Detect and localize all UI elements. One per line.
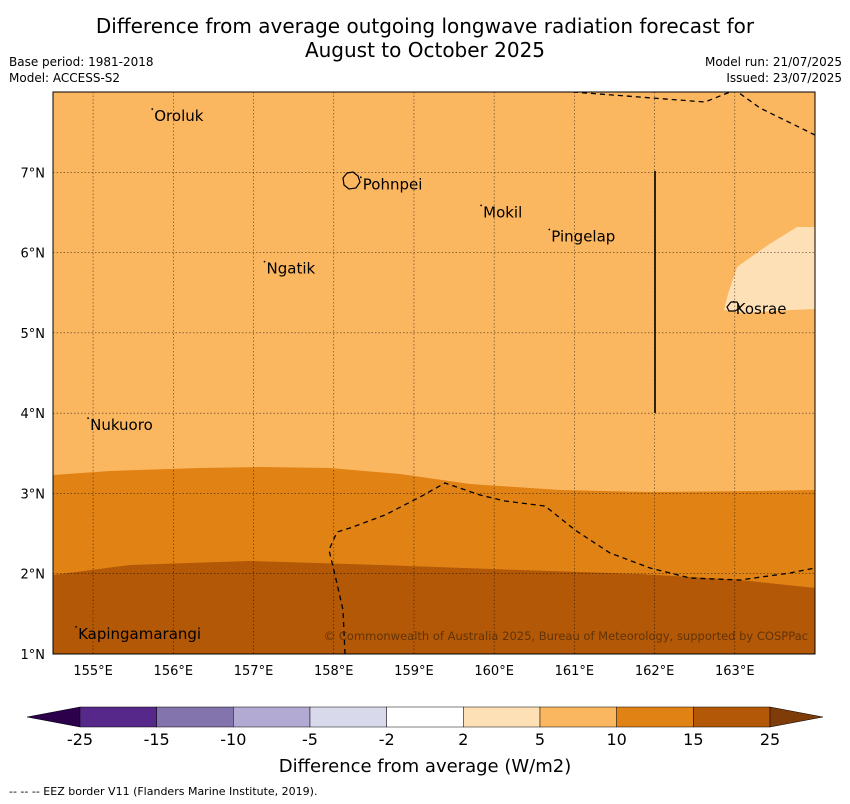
x-tick-label: 162°E [635,664,675,679]
colorbar-tick-labels: -25 -15 -10 -5 -2 2 5 10 15 25 [67,730,780,749]
place-marker [87,417,89,420]
colorbar-over-arrow [769,706,824,728]
y-tick-label: 2°N [21,568,46,583]
x-tick-label: 156°E [154,664,194,679]
x-axis-ticks: 155°E 156°E 157°E 158°E 159°E 160°E 161°E 162°E… [73,664,754,679]
y-tick-label: 1°N [21,648,46,663]
y-tick-label: 3°N [21,487,46,502]
band-15-25 [53,561,815,654]
copyright-notice: © Commonwealth of Australia 2025, Bureau… [324,629,808,643]
place-marker [151,108,154,110]
colorbar-label: Difference from average (W/m2) [279,756,571,777]
place-marker [75,626,77,628]
band-2-5-kosrae [724,227,815,313]
colorbar: -25 -15 -10 -5 -2 2 5 10 15 25 Difference from av… [26,706,824,777]
place-label: Pingelap [551,228,615,246]
place-label: Kapingamarangi [78,625,201,643]
place-label: Pohnpei [363,175,423,193]
colorbar-boxes [79,706,771,728]
place-marker [480,204,483,207]
colorbar-box [386,706,464,728]
eez-footer-note: -- -- -- EEZ border V11 (Flanders Marine… [9,785,318,798]
eez-borders [328,92,815,654]
colorbar-box [463,706,541,728]
colorbar-under-arrow [26,706,81,728]
forecast-map: Oroluk Pohnpei Mokil Pingelap Ngatik Kosrae Nu… [21,91,816,679]
place-labels: Oroluk Pohnpei Mokil Pingelap Ngatik Kosrae Nu… [75,107,786,643]
colorbar-tick: -5 [302,730,318,749]
y-tick-label: 6°N [21,247,46,262]
colorbar-box [233,706,311,728]
eez-border-south [328,482,815,654]
place-marker [548,228,551,231]
x-tick-label: 160°E [474,664,514,679]
colorbar-tick: -25 [67,730,93,749]
x-tick-label: 157°E [234,664,274,679]
kosrae-island [726,301,741,312]
colorbar-box [539,706,617,728]
title-line-2: August to October 2025 [304,38,546,62]
colorbar-tick: -10 [220,730,246,749]
map-title: Difference from average outgoing longwav… [0,14,850,62]
colorbar-tick: 2 [458,730,468,749]
colorbar-tick: 10 [606,730,626,749]
base-period: Base period: 1981-2018 [9,55,154,69]
colorbar-box [616,706,694,728]
model-name: Model: ACCESS-S2 [9,71,121,85]
colorbar-tick: 5 [535,730,545,749]
place-label: Nukuoro [90,416,153,434]
colorbar-box [309,706,387,728]
place-label: Ngatik [267,260,316,278]
colorbar-tick: 15 [683,730,703,749]
model-run: Model run: 21/07/2025 [704,55,842,69]
colorbar-tick: 25 [760,730,780,749]
map-fill-layer: Oroluk Pohnpei Mokil Pingelap Ngatik Kosrae Nu… [53,92,815,654]
y-axis-ticks: 1°N 2°N 3°N 4°N 5°N 6°N 7°N [21,166,46,663]
colorbar-tick: -2 [379,730,395,749]
map-frame [52,91,816,655]
place-marker [359,176,362,179]
meta-right: Model run: 21/07/2025 Issued: 23/07/2025 [705,54,842,86]
title-line-1: Difference from average outgoing longwav… [95,14,755,38]
meta-left: Base period: 1981-2018 Model: ACCESS-S2 [9,54,154,86]
x-tick-label: 159°E [394,664,434,679]
colorbar-tick: -15 [144,730,170,749]
place-label: Mokil [483,203,522,221]
colorbar-box [693,706,771,728]
colorbar-box [156,706,234,728]
place-marker [263,260,266,263]
place-label: Oroluk [154,107,203,125]
y-tick-label: 7°N [21,166,46,181]
y-tick-label: 4°N [21,407,46,422]
colorbar-box [79,706,157,728]
place-marker [732,300,735,303]
x-tick-label: 155°E [73,664,113,679]
pohnpei-island [342,171,361,190]
place-label: Kosrae [736,300,787,318]
x-tick-label: 161°E [555,664,595,679]
issued-date: Issued: 23/07/2025 [726,71,842,85]
y-tick-label: 5°N [21,327,46,342]
x-tick-label: 163°E [715,664,755,679]
x-tick-label: 158°E [314,664,354,679]
